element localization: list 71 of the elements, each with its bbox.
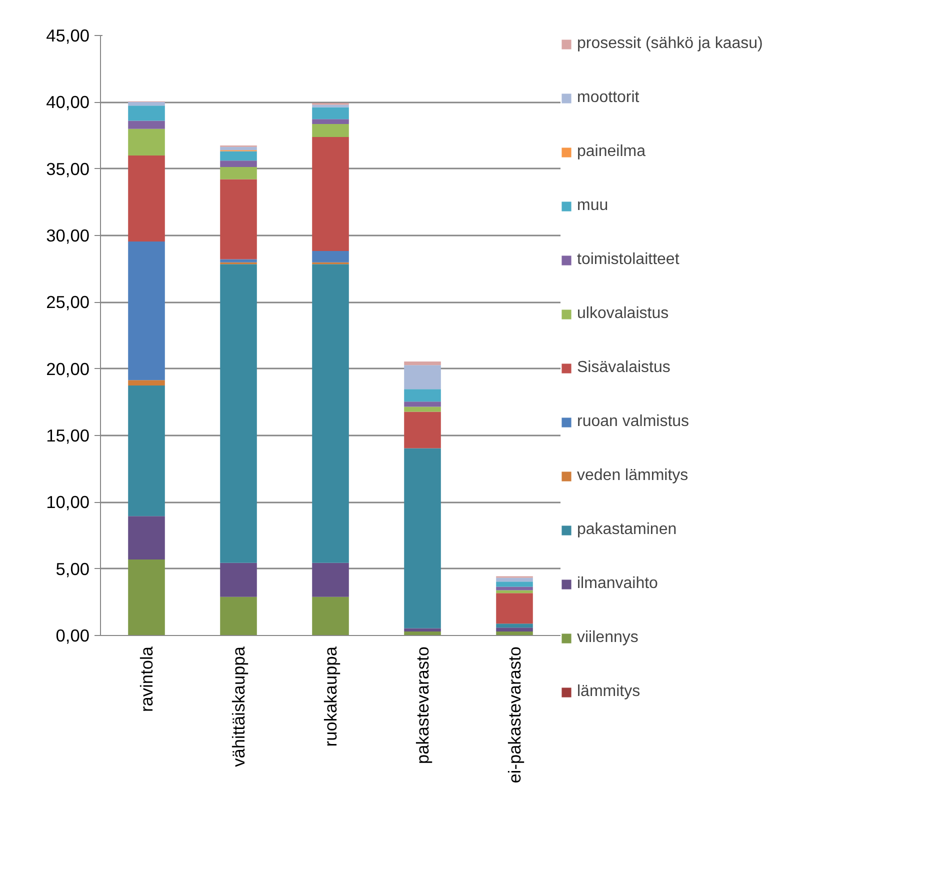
bar (312, 107, 349, 120)
legend-label: moottorit (577, 89, 640, 107)
bar (220, 562, 257, 597)
bar (220, 160, 257, 167)
y-tick-label: 15,00 (46, 426, 90, 446)
legend-label: viilennys (577, 629, 638, 647)
y-tick-label: 30,00 (46, 226, 90, 246)
x-tick-label: pakastevarasto (412, 646, 432, 764)
bar (220, 264, 257, 563)
bar (220, 146, 257, 150)
bar (312, 124, 349, 137)
bar (312, 264, 349, 563)
bar (404, 628, 441, 632)
bar (128, 120, 165, 129)
bar (404, 389, 441, 402)
y-tick-label: 25,00 (46, 292, 90, 312)
y-tick-label: 35,00 (46, 158, 90, 179)
bar (220, 166, 257, 180)
bar (128, 156, 165, 242)
y-tick-label: 40,00 (46, 92, 90, 112)
bar (404, 448, 441, 628)
legend-label: toimistolaitteet (577, 251, 680, 269)
x-tick-label: vähittäiskauppa (228, 646, 248, 767)
bar (404, 402, 441, 407)
bar (404, 365, 441, 390)
bar (220, 179, 257, 260)
y-tick-label: 5,00 (56, 558, 90, 579)
bar (496, 578, 533, 582)
bar (496, 590, 533, 594)
y-tick-label: 20,00 (46, 358, 90, 379)
bar (312, 119, 349, 124)
bar (496, 582, 533, 587)
x-tick-label: ravintola (136, 646, 156, 712)
bar (404, 412, 441, 448)
bar (128, 102, 165, 106)
y-tick-label: 10,00 (46, 492, 90, 512)
x-tick-label: ei-pakastevarasto (504, 646, 524, 784)
bar (128, 128, 165, 156)
bar (128, 106, 165, 121)
bar (128, 516, 165, 560)
bar (220, 259, 257, 262)
bar (496, 593, 533, 624)
bar (496, 628, 533, 632)
bar (404, 406, 441, 412)
bar (312, 104, 349, 108)
legend-label: ruoan valmistus (577, 413, 690, 431)
legend-label: pakastaminen (577, 521, 677, 539)
bar (404, 362, 441, 366)
legend-label: ilmanvaihto (577, 575, 658, 593)
y-tick-label: 45,00 (46, 26, 90, 46)
bar (128, 242, 165, 380)
bar (496, 586, 533, 590)
legend-label: prosessit (sähkö ja kaasu) (577, 35, 763, 53)
bar (220, 151, 257, 161)
bar (128, 386, 165, 516)
legend-label: ulkovalaistus (577, 305, 669, 323)
bar (496, 624, 533, 628)
bar (312, 136, 349, 251)
y-tick-label: 0,00 (56, 626, 90, 646)
legend-label: muu (577, 197, 608, 215)
x-tick-label: ruokakauppa (320, 646, 340, 747)
legend-label: Sisävalaistus (577, 359, 670, 377)
legend-label: veden lämmitys (577, 467, 688, 485)
bar (128, 560, 165, 636)
bar (312, 250, 349, 262)
bar (312, 596, 349, 636)
bar (128, 380, 165, 386)
bar (220, 596, 257, 636)
legend-label: paineilma (577, 143, 646, 161)
legend-label: lämmitys (577, 683, 640, 701)
bar (312, 562, 349, 597)
